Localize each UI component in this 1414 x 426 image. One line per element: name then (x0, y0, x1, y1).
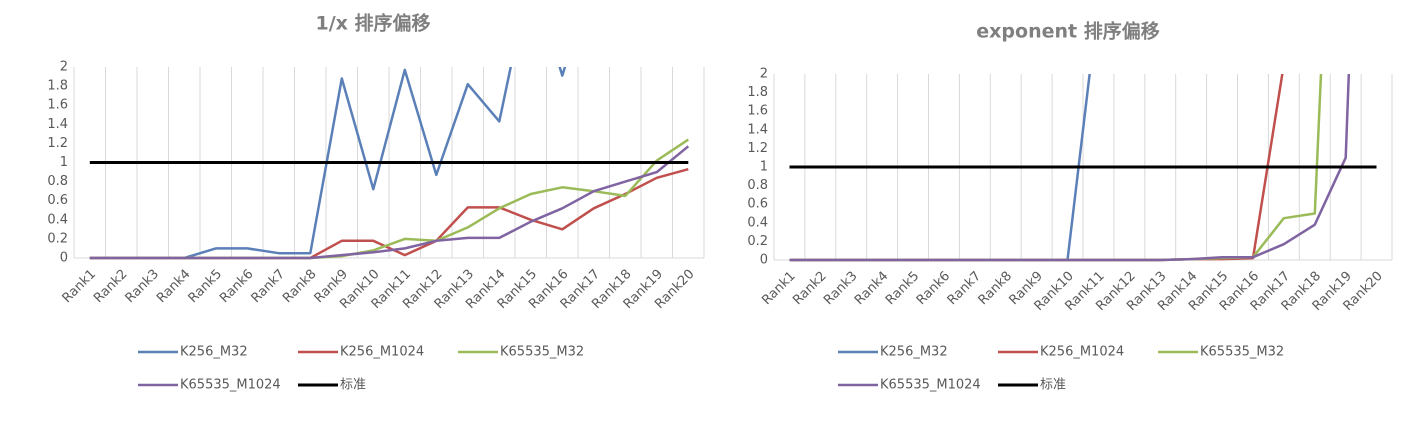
y-tick-label: 1.4 (47, 117, 68, 132)
chart: exponent 排序偏移 0 0.2 0.4 0.6 0.8 1 1.2 1.4 1.6 1.8 2… (747, 20, 1393, 393)
y-tick-label: 0.6 (47, 193, 68, 208)
lines (789, 74, 1377, 262)
chart-title: exponent 排序偏移 (976, 20, 1159, 43)
x-tick-label: Rank1 (60, 267, 99, 306)
x-tick-label: Rank3 (123, 267, 162, 306)
y-tick-label: 1 (60, 155, 68, 170)
y-tick-label: 1.6 (747, 104, 768, 119)
legend-label: K256_M1024 (1040, 345, 1124, 360)
y-tick-label: 1.8 (747, 85, 768, 100)
y-tick-label: 0 (760, 253, 768, 268)
legend-label: K65535_M1024 (880, 378, 981, 393)
chart-title: 1/x 排序偏移 (315, 12, 430, 35)
series-line (89, 145, 690, 260)
series-line (789, 74, 1351, 262)
y-tick-label: 0.8 (747, 178, 768, 193)
x-tick-label: Rank2 (91, 267, 130, 306)
lines (89, 67, 690, 260)
legend-label: K65535_M32 (1200, 345, 1284, 360)
y-tick-label: 0.4 (47, 212, 68, 227)
y-tick-label: 0.2 (47, 231, 68, 246)
x-tick-label: Rank4 (852, 269, 891, 308)
y-tick-label: 1.4 (747, 122, 768, 137)
y-tick-label: 1.6 (47, 98, 68, 113)
y-tick-label: 2 (60, 60, 68, 75)
y-tick-label: 1.2 (47, 136, 68, 151)
y-tick-label: 0.6 (747, 197, 768, 212)
y-tick-label: 1.8 (47, 79, 68, 94)
y-tick-label: 0.8 (47, 174, 68, 189)
y-tick-label: 0.4 (747, 215, 768, 230)
x-tick-label: Rank6 (217, 267, 256, 306)
x-tick-label: Rank3 (821, 269, 860, 308)
legend-label: K256_M32 (180, 345, 248, 360)
legend-label: 标准 (340, 378, 366, 393)
x-tick-label: Rank6 (914, 269, 953, 308)
x-tick-label: Rank7 (249, 267, 288, 306)
y-tick-label: 1.2 (747, 141, 768, 156)
legend-label: K65535_M32 (500, 345, 584, 360)
y-tick-label: 2 (760, 67, 768, 82)
legend-label: 标准 (1040, 378, 1066, 393)
chart: 1/x 排序偏移 0 0.2 0.4 0.6 0.8 1 1.2 1.4 1.6 1.8 2 Rank1… (47, 12, 705, 393)
x-tick-label: Rank7 (945, 269, 984, 308)
legend-label: K256_M32 (880, 345, 948, 360)
legend-label: K256_M1024 (340, 345, 424, 360)
x-tick-label: Rank5 (883, 269, 922, 308)
legend-label: K65535_M1024 (180, 378, 281, 393)
y-tick-label: 0.2 (747, 234, 768, 249)
x-tick-label: Rank2 (790, 269, 829, 308)
x-tick-label: Rank8 (280, 267, 319, 306)
x-tick-label: Rank4 (154, 267, 193, 306)
y-tick-label: 1 (760, 160, 768, 175)
x-tick-label: Rank5 (186, 267, 225, 306)
x-tick-label: Rank8 (976, 269, 1015, 308)
x-tick-label: Rank1 (759, 269, 798, 308)
series-line (89, 67, 567, 260)
y-tick-label: 0 (60, 251, 68, 266)
